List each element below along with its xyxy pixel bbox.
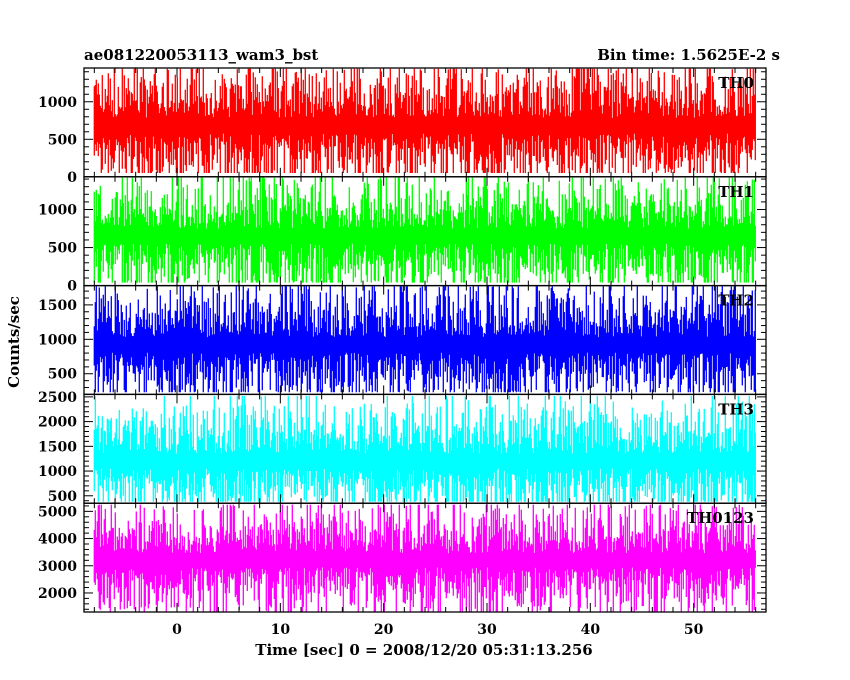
chart-title: ae081220053113_wam3_bst — [84, 46, 318, 64]
x-tick-label: 0 — [172, 622, 182, 638]
panel-label: TH3 — [718, 400, 754, 418]
y-tick-label: 0 — [67, 279, 77, 295]
y-tick-label: 500 — [48, 132, 77, 148]
panel-th1: 0 500 1000 TH1 — [38, 176, 767, 295]
y-tick-label: 1000 — [38, 332, 77, 348]
y-tick-label: 2000 — [38, 415, 77, 431]
series-th0 — [93, 68, 756, 173]
x-tick-label: 30 — [477, 622, 497, 638]
y-tick-label: 1500 — [38, 439, 77, 455]
panel-label: TH0 — [718, 74, 754, 92]
panel-th3: 500 1000 1500 2000 2500 TH3 — [38, 390, 767, 505]
series-th0123 — [93, 504, 756, 612]
y-tick-label: 5000 — [38, 504, 77, 520]
x-tick-label: 10 — [271, 622, 291, 638]
y-tick-label: 2500 — [38, 390, 77, 406]
panel-label: TH0123 — [687, 509, 754, 527]
y-tick-label: 500 — [48, 241, 77, 257]
y-tick-label: 4000 — [38, 532, 77, 548]
panel-th0: 0 500 1000 TH0 — [38, 67, 767, 186]
panel-th0123: 2000 3000 4000 5000 TH0123 — [38, 502, 767, 613]
series-th3 — [93, 395, 756, 502]
y-tick-label: 1500 — [38, 298, 77, 314]
y-tick-label: 500 — [48, 489, 77, 505]
panel-th2: 500 1000 1500 TH2 — [38, 284, 767, 396]
x-axis-label: Time [sec] 0 = 2008/12/20 05:31:13.256 — [255, 641, 592, 659]
y-tick-label: 3000 — [38, 559, 77, 575]
y-axis-label: Counts/sec — [5, 296, 23, 388]
y-tick-label: 1000 — [38, 464, 77, 480]
y-tick-label: 1000 — [38, 203, 77, 219]
y-tick-label: 2000 — [38, 586, 77, 602]
panel-label: TH1 — [718, 183, 754, 201]
y-tick-label: 0 — [67, 170, 77, 186]
y-tick-label: 1000 — [38, 95, 77, 111]
x-tick-label: 50 — [684, 622, 704, 638]
y-tick-label: 500 — [48, 367, 77, 383]
bin-time-label: Bin time: 1.5625E-2 s — [597, 46, 780, 64]
x-tick-label: 20 — [374, 622, 394, 638]
x-tick-label: 40 — [581, 622, 601, 638]
series-th1 — [93, 177, 756, 283]
panel-label: TH2 — [718, 292, 754, 310]
series-th2 — [93, 286, 756, 393]
